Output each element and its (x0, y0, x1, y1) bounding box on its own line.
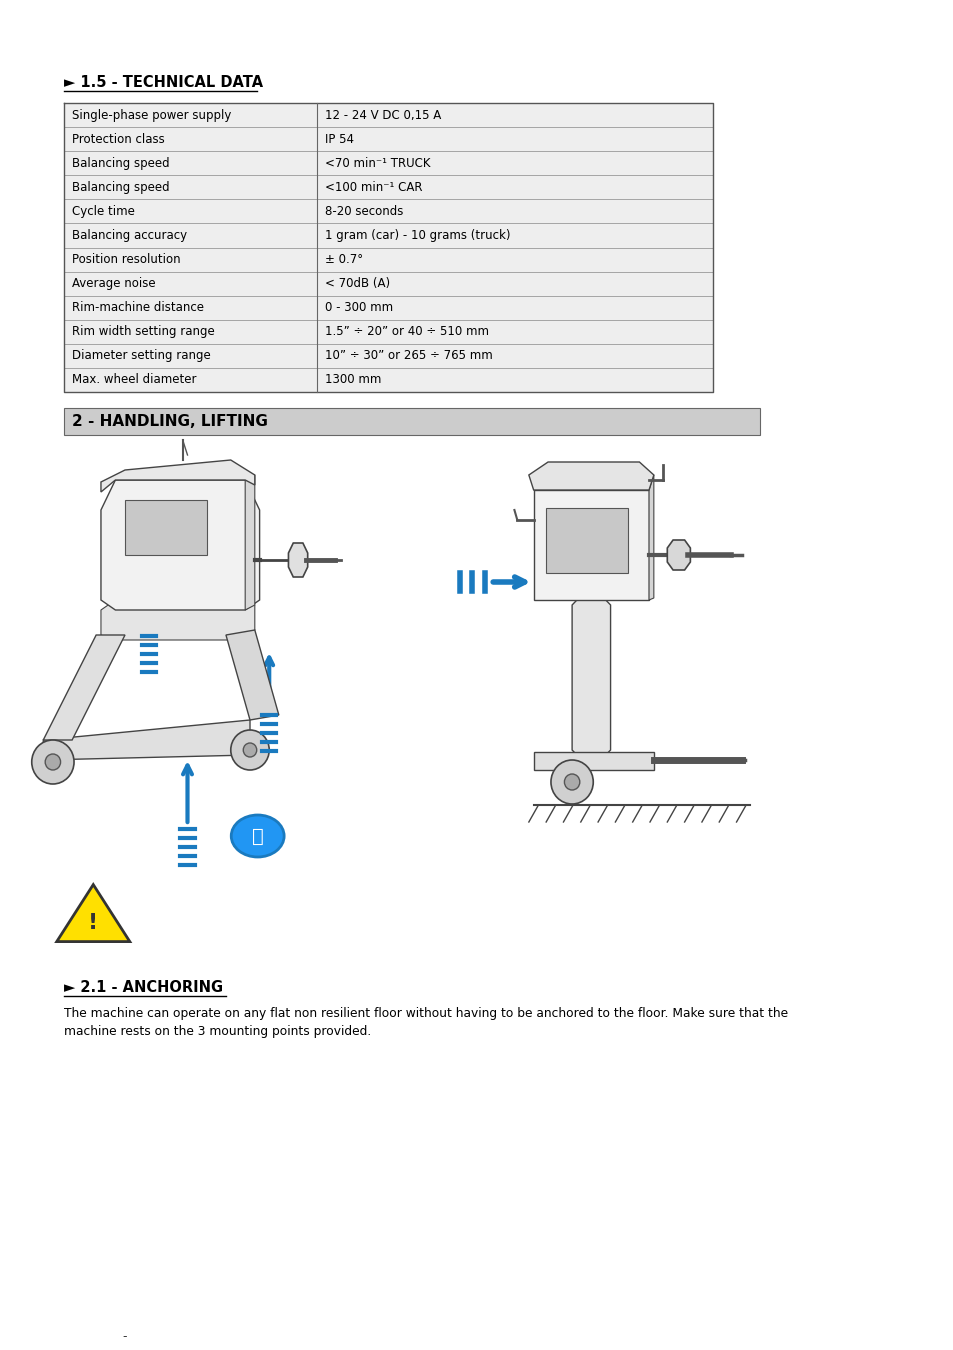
FancyBboxPatch shape (545, 508, 627, 572)
Text: <70 min⁻¹ TRUCK: <70 min⁻¹ TRUCK (325, 157, 430, 170)
Text: Balancing speed: Balancing speed (72, 157, 170, 170)
FancyBboxPatch shape (65, 247, 713, 271)
FancyBboxPatch shape (65, 344, 713, 369)
Polygon shape (528, 462, 653, 490)
Text: Balancing accuracy: Balancing accuracy (72, 230, 187, 242)
Text: Average noise: Average noise (72, 277, 155, 290)
Ellipse shape (231, 815, 284, 857)
Text: 1300 mm: 1300 mm (325, 374, 381, 386)
FancyBboxPatch shape (65, 408, 759, 435)
Text: -: - (123, 1330, 127, 1343)
Text: !: ! (88, 913, 98, 933)
Text: Max. wheel diameter: Max. wheel diameter (72, 374, 196, 386)
Text: < 70dB (A): < 70dB (A) (325, 277, 390, 290)
Text: 1 gram (car) - 10 grams (truck): 1 gram (car) - 10 grams (truck) (325, 230, 510, 242)
FancyBboxPatch shape (65, 223, 713, 247)
Text: 12 - 24 V DC 0,15 A: 12 - 24 V DC 0,15 A (325, 108, 441, 122)
FancyBboxPatch shape (65, 296, 713, 320)
Text: Position resolution: Position resolution (72, 252, 180, 266)
Text: <100 min⁻¹ CAR: <100 min⁻¹ CAR (325, 181, 422, 194)
Text: ► 1.5 - TECHNICAL DATA: ► 1.5 - TECHNICAL DATA (65, 76, 263, 90)
Text: The machine can operate on any flat non resilient floor without having to be anc: The machine can operate on any flat non … (65, 1007, 788, 1038)
Polygon shape (43, 720, 250, 760)
FancyBboxPatch shape (65, 176, 713, 200)
Text: Single-phase power supply: Single-phase power supply (72, 108, 232, 122)
Text: Protection class: Protection class (72, 132, 165, 146)
Text: 8-20 seconds: 8-20 seconds (325, 205, 403, 217)
FancyBboxPatch shape (65, 271, 713, 296)
FancyBboxPatch shape (65, 127, 713, 151)
Polygon shape (648, 475, 653, 599)
FancyBboxPatch shape (533, 490, 648, 599)
Text: 1.5” ÷ 20” or 40 ÷ 510 mm: 1.5” ÷ 20” or 40 ÷ 510 mm (325, 325, 489, 339)
Polygon shape (288, 543, 308, 576)
FancyBboxPatch shape (65, 151, 713, 176)
Circle shape (551, 760, 593, 805)
Circle shape (31, 740, 74, 784)
Polygon shape (43, 634, 125, 740)
Circle shape (564, 774, 579, 790)
Polygon shape (572, 599, 610, 755)
Text: ⯅: ⯅ (252, 826, 263, 845)
FancyBboxPatch shape (65, 103, 713, 127)
Polygon shape (125, 500, 207, 555)
Text: Rim width setting range: Rim width setting range (72, 325, 214, 339)
Text: Rim-machine distance: Rim-machine distance (72, 301, 204, 315)
Polygon shape (56, 884, 130, 941)
FancyBboxPatch shape (65, 369, 713, 391)
Text: ► 2.1 - ANCHORING: ► 2.1 - ANCHORING (65, 980, 223, 995)
Text: ± 0.7°: ± 0.7° (325, 252, 363, 266)
Polygon shape (101, 599, 254, 640)
Polygon shape (101, 460, 254, 491)
Text: Diameter setting range: Diameter setting range (72, 350, 211, 362)
Text: 0 - 300 mm: 0 - 300 mm (325, 301, 393, 315)
Text: 10” ÷ 30” or 265 ÷ 765 mm: 10” ÷ 30” or 265 ÷ 765 mm (325, 350, 493, 362)
Circle shape (231, 730, 269, 769)
FancyBboxPatch shape (65, 320, 713, 344)
Polygon shape (666, 540, 690, 570)
Text: Cycle time: Cycle time (72, 205, 134, 217)
Polygon shape (101, 481, 259, 610)
Circle shape (45, 755, 60, 770)
Text: IP 54: IP 54 (325, 132, 354, 146)
Circle shape (243, 743, 256, 757)
Polygon shape (533, 752, 653, 769)
Polygon shape (226, 630, 278, 720)
Text: 2 - HANDLING, LIFTING: 2 - HANDLING, LIFTING (72, 414, 268, 429)
Text: Balancing speed: Balancing speed (72, 181, 170, 194)
FancyBboxPatch shape (65, 200, 713, 223)
Polygon shape (245, 475, 254, 610)
